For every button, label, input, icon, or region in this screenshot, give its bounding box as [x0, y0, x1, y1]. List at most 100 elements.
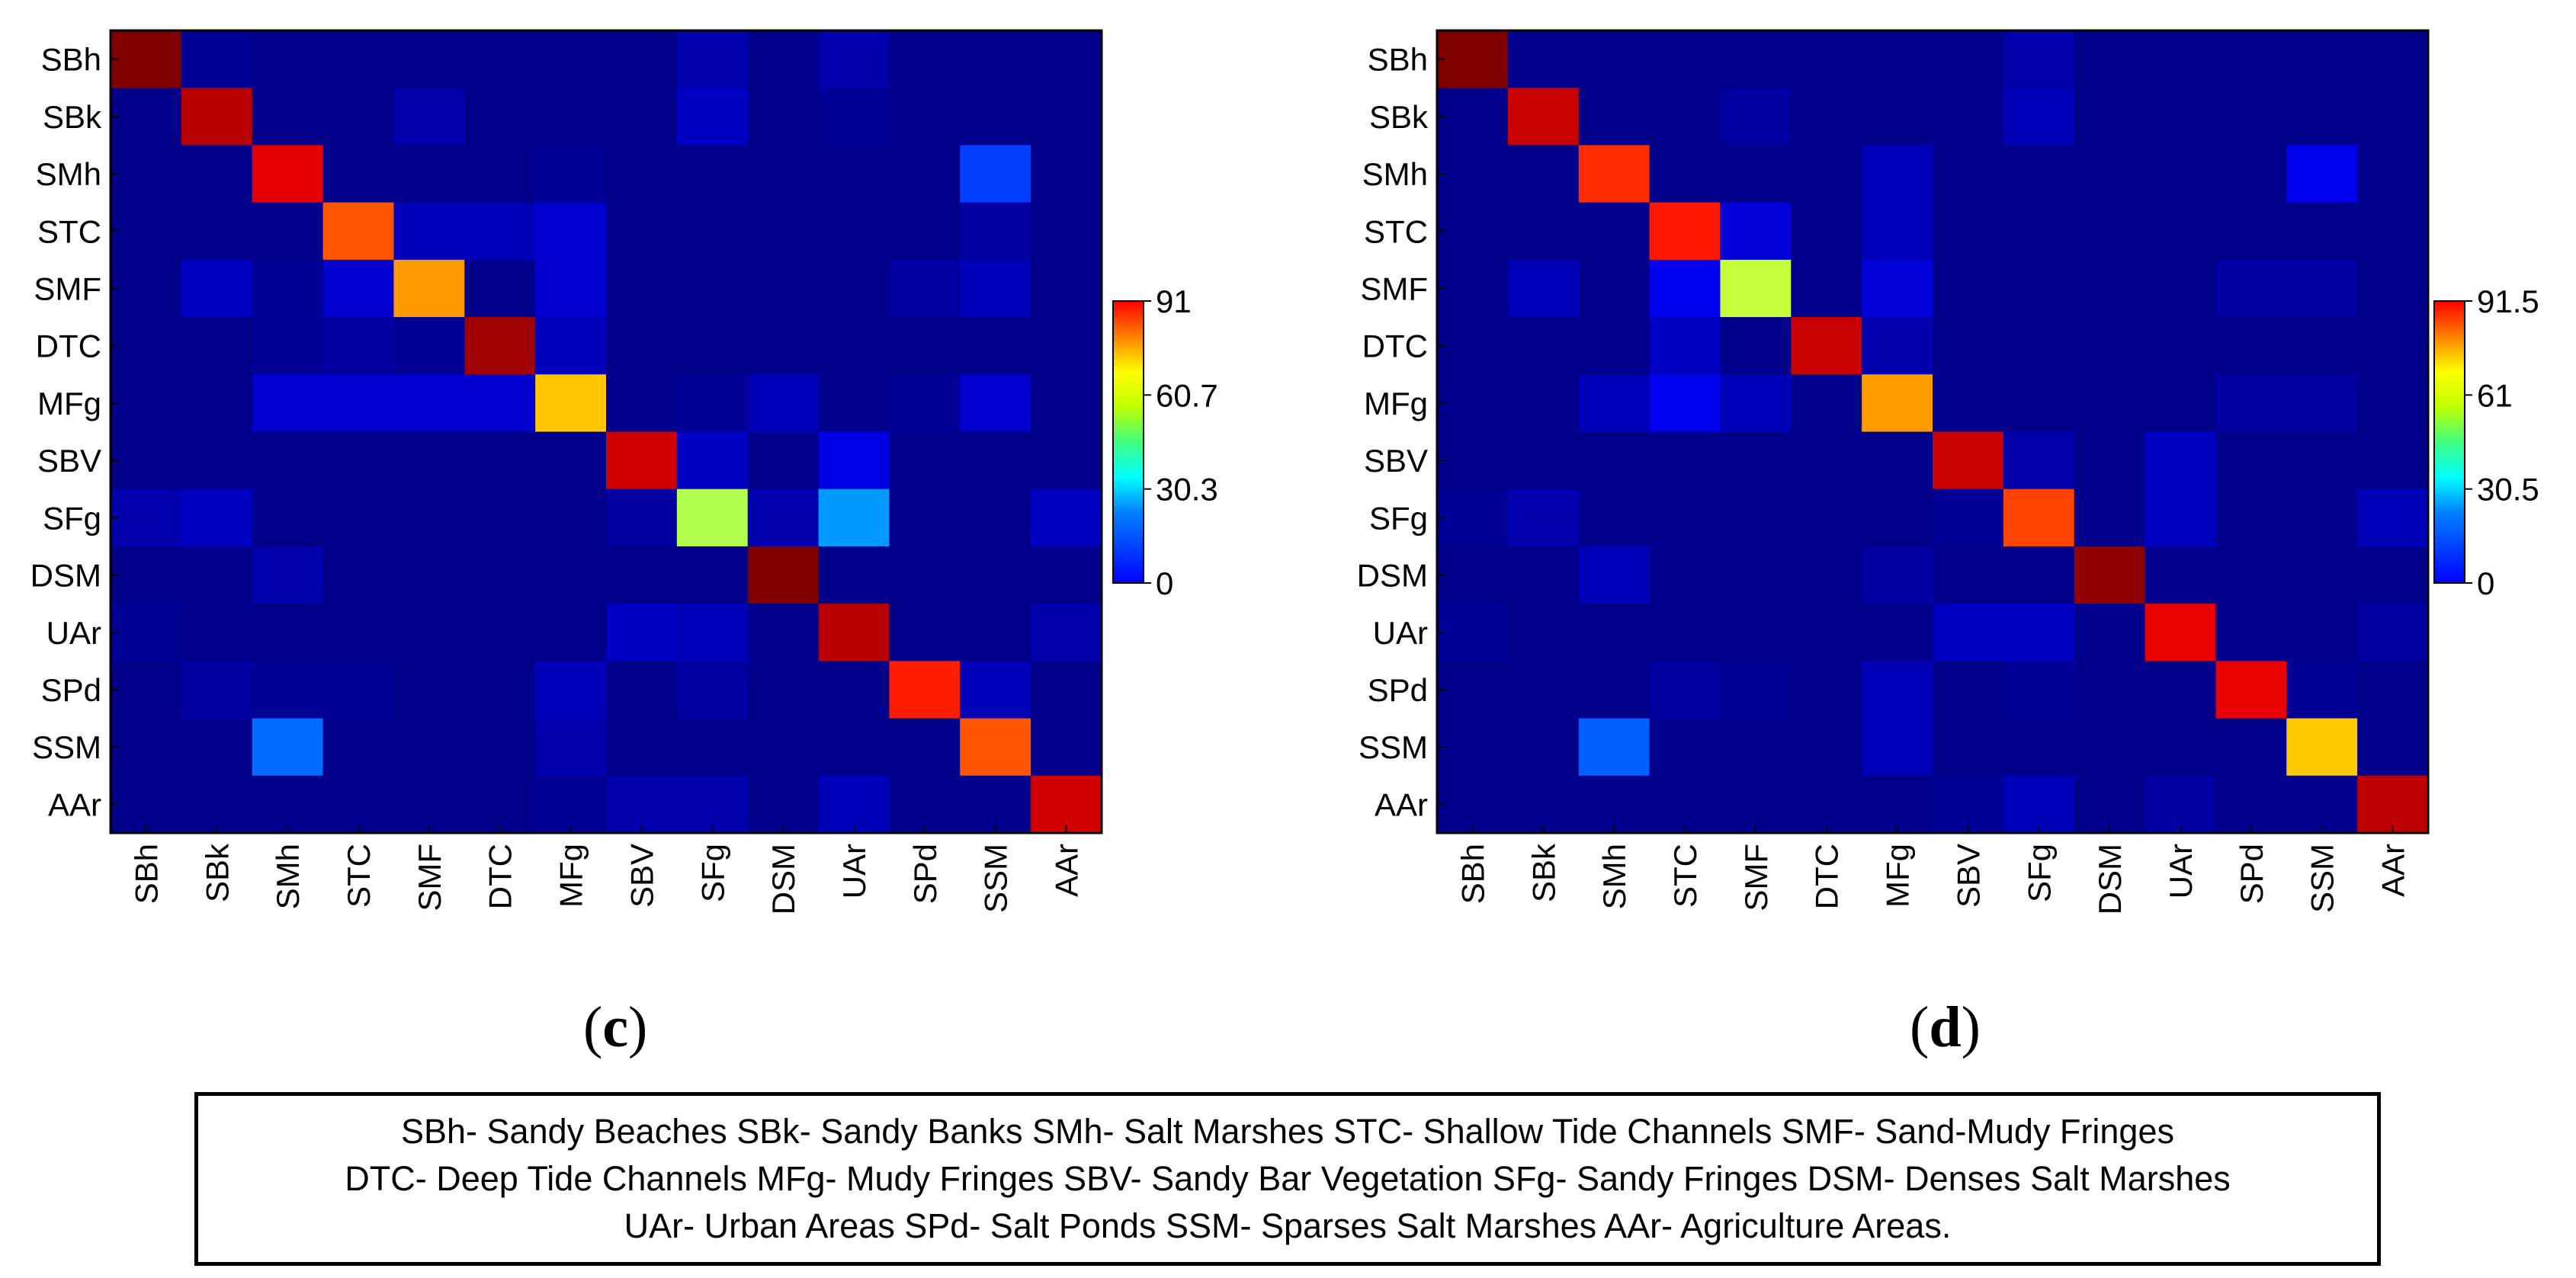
heatmap-cell-c-MFg-SBh — [111, 374, 182, 433]
y-tick-label-c-UAr: UAr — [47, 615, 101, 651]
heatmap-cell-d-SMF-AAr — [2357, 259, 2429, 318]
heatmap-cell-d-SSM-SBh — [1437, 718, 1509, 777]
heatmap-cell-c-SBk-SMF — [393, 88, 465, 146]
heatmap-cell-d-SBk-SMh — [1578, 88, 1651, 146]
x-tick-label-c-DTC: DTC — [483, 844, 518, 909]
heatmap-cell-d-SBh-SFg — [2003, 30, 2075, 88]
heatmap-cell-c-SMh-SFg — [676, 145, 749, 203]
heatmap-cell-c-MFg-DSM — [747, 374, 820, 433]
y-tick-label-c-SSM: SSM — [32, 729, 101, 765]
heatmap-cell-c-UAr-STC — [322, 604, 395, 661]
heatmap-cell-d-AAr-DTC — [1791, 775, 1862, 834]
heatmap-cell-d-DTC-SBV — [1933, 317, 2004, 375]
x-tick-label-c-SFg: SFg — [695, 844, 730, 902]
heatmap-cell-d-SBV-SMh — [1578, 431, 1651, 490]
heatmap-cell-c-DSM-DTC — [464, 546, 536, 604]
heatmap-cell-c-DSM-SPd — [889, 546, 961, 604]
heatmap-cell-c-STC-SBk — [181, 202, 253, 261]
colorbar-tick-label-d: 91.5 — [2477, 283, 2539, 319]
plot-frame-d — [1436, 29, 2430, 834]
heatmap-cell-c-SMh-SPd — [889, 145, 961, 203]
heatmap-cell-c-SFg-AAr — [1031, 488, 1102, 547]
heatmap-cell-c-DSM-SFg — [676, 546, 749, 604]
heatmap-cell-d-SMF-MFg — [1862, 259, 1933, 318]
heatmap-cell-d-DSM-SMh — [1578, 546, 1651, 604]
heatmap-cell-c-AAr-AAr — [1031, 775, 1102, 834]
heatmap-cell-c-UAr-AAr — [1031, 604, 1102, 661]
y-tick-label-d-AAr: AAr — [1375, 786, 1428, 822]
heatmap-cell-d-SBh-MFg — [1862, 30, 1933, 88]
heatmap-cell-d-UAr-SSM — [2286, 604, 2358, 661]
heatmap-cell-c-SMh-UAr — [818, 145, 890, 203]
heatmap-cell-d-SMF-STC — [1649, 259, 1721, 318]
heatmap-cell-c-SMF-SBh — [111, 259, 182, 318]
heatmap-cell-c-SBk-SBh — [111, 88, 182, 146]
heatmap-cell-c-SBV-SMF — [393, 431, 465, 490]
heatmap-cell-d-UAr-DTC — [1791, 604, 1862, 661]
heatmap-cell-c-SBV-SMh — [252, 431, 324, 490]
heatmap-cell-c-SSM-SMF — [393, 718, 465, 777]
heatmap-cell-d-MFg-SBV — [1933, 374, 2004, 433]
heatmap-cell-d-SBk-SMF — [1720, 88, 1792, 146]
heatmap-cell-d-DSM-SSM — [2286, 546, 2358, 604]
x-tick-label-c-SPd: SPd — [907, 844, 943, 904]
heatmap-cell-c-DTC-UAr — [818, 317, 890, 375]
heatmap-cell-c-SBh-SBk — [181, 30, 253, 88]
heatmap-cell-c-STC-SFg — [676, 202, 749, 261]
x-tick-label-d-AAr: AAr — [2376, 844, 2411, 897]
heatmap-cell-c-MFg-SSM — [960, 374, 1031, 433]
heatmap-cell-c-SFg-SSM — [960, 488, 1031, 547]
heatmap-cell-d-SMh-STC — [1649, 145, 1721, 203]
heatmap-cell-c-SPd-AAr — [1031, 661, 1102, 719]
heatmap-cell-c-STC-DSM — [747, 202, 820, 261]
heatmap-cell-d-SFg-SBh — [1437, 488, 1509, 547]
heatmap-cell-c-SPd-SBh — [111, 661, 182, 719]
heatmap-cell-c-STC-SSM — [960, 202, 1031, 261]
colorbar-tick-label-c: 60.7 — [1156, 377, 1218, 413]
heatmap-cell-d-SBV-STC — [1649, 431, 1721, 490]
heatmap-cell-c-DSM-STC — [322, 546, 395, 604]
heatmap-cell-d-STC-STC — [1649, 202, 1721, 261]
heatmap-cell-c-SBh-AAr — [1031, 30, 1102, 88]
heatmap-cell-c-SBk-SFg — [676, 88, 749, 146]
heatmap-cell-c-AAr-SBk — [181, 775, 253, 834]
heatmap-cell-d-SSM-SMF — [1720, 718, 1792, 777]
y-tick-label-c-DSM: DSM — [30, 558, 101, 594]
heatmap-cell-d-UAr-SBk — [1507, 604, 1580, 661]
heatmap-cell-c-SSM-UAr — [818, 718, 890, 777]
heatmap-cell-c-SMF-SBk — [181, 259, 253, 318]
heatmap-cell-d-AAr-MFg — [1862, 775, 1933, 834]
heatmap-cell-c-SMh-DTC — [464, 145, 536, 203]
x-tick-label-d-SMh: SMh — [1596, 844, 1632, 909]
heatmap-cell-d-AAr-SSM — [2286, 775, 2358, 834]
heatmap-cell-d-SFg-UAr — [2145, 488, 2217, 547]
heatmap-cell-c-UAr-UAr — [818, 604, 890, 661]
x-tick-label-d-STC: STC — [1667, 844, 1703, 908]
heatmap-cell-c-SBV-SPd — [889, 431, 961, 490]
heatmap-cell-c-DTC-SBk — [181, 317, 253, 375]
heatmap-cell-d-STC-SSM — [2286, 202, 2358, 261]
heatmap-cell-c-UAr-MFg — [535, 604, 607, 661]
heatmap-cell-d-DTC-SBh — [1437, 317, 1509, 375]
heatmap-cell-d-DSM-STC — [1649, 546, 1721, 604]
y-tick-label-d-SMh: SMh — [1362, 156, 1428, 192]
heatmap-cell-c-DSM-SMF — [393, 546, 465, 604]
x-tick-label-d-MFg: MFg — [1880, 844, 1916, 908]
heatmap-cell-d-STC-AAr — [2357, 202, 2429, 261]
heatmap-cell-c-AAr-SBV — [606, 775, 678, 834]
heatmap-cell-c-SBh-SBV — [606, 30, 678, 88]
x-tick-label-d-SSM: SSM — [2305, 844, 2340, 913]
heatmap-cell-d-SMF-DTC — [1791, 259, 1862, 318]
heatmap-d: SBh SBk SMh STC SMF DTC MFg SBV SFg DSM UAr SPd SSM A… — [1357, 29, 2539, 914]
heatmap-cell-c-AAr-SPd — [889, 775, 961, 834]
heatmap-cell-c-SMh-MFg — [535, 145, 607, 203]
heatmap-cell-c-SFg-SMF — [393, 488, 465, 547]
heatmap-cell-d-SBV-DTC — [1791, 431, 1862, 490]
x-tick-label-d-UAr: UAr — [2163, 844, 2199, 898]
heatmap-cell-c-SFg-SPd — [889, 488, 961, 547]
heatmap-cell-c-SSM-AAr — [1031, 718, 1102, 777]
heatmap-cell-d-SBV-SSM — [2286, 431, 2358, 490]
heatmap-cell-c-AAr-STC — [322, 775, 395, 834]
heatmap-cell-c-DTC-SBh — [111, 317, 182, 375]
heatmap-cell-c-STC-MFg — [535, 202, 607, 261]
